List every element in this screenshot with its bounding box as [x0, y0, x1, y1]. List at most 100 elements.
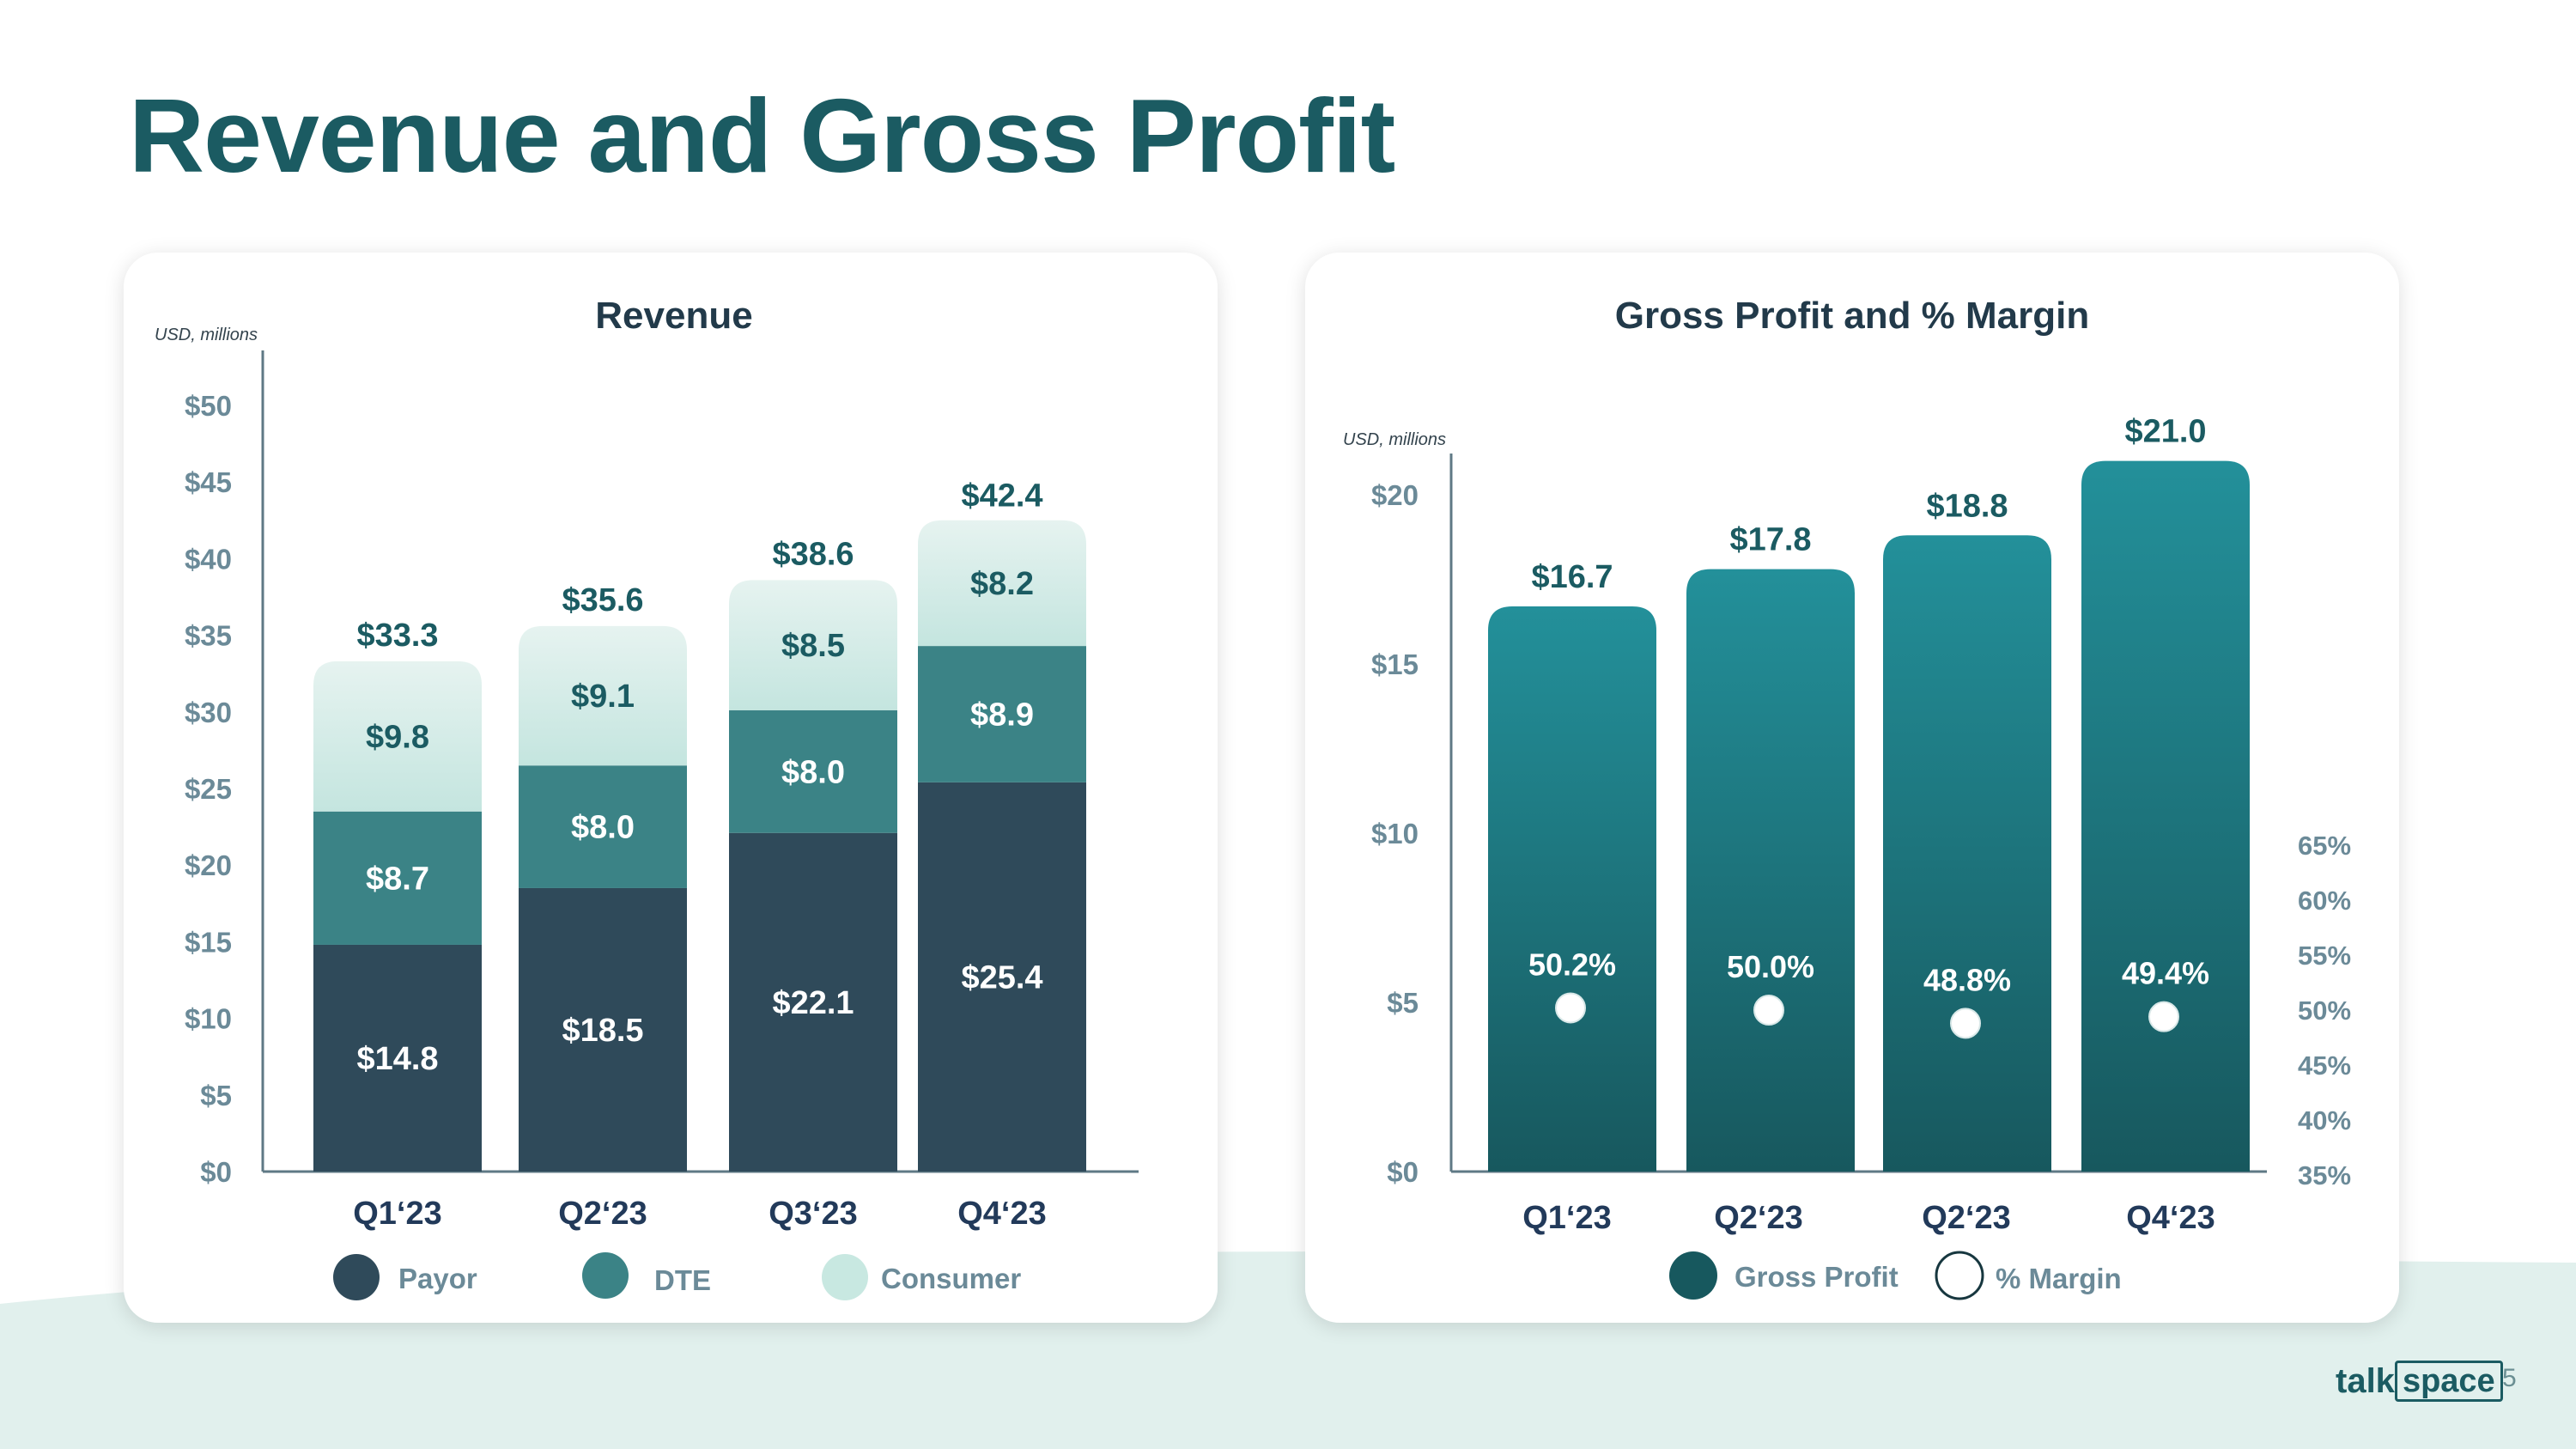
revenue-bar-dte: [918, 646, 1086, 782]
legend-item-consumer[interactable]: Consumer: [822, 1254, 1021, 1300]
margin-ytick-label: 45%: [2298, 1050, 2351, 1081]
revenue-total-label: $33.3: [356, 618, 438, 654]
gross-profit-x-ticks: Q1‘23 Q2‘23 Q2‘23 Q4‘23: [1522, 1200, 2215, 1236]
revenue-chart-title: Revenue: [595, 295, 752, 337]
revenue-total-label: $42.4: [961, 478, 1042, 514]
gross-profit-xtick-label: Q1‘23: [1522, 1200, 1612, 1236]
revenue-value-label: $8.0: [781, 754, 845, 790]
revenue-total-label: $38.6: [772, 536, 854, 572]
revenue-value-label: $25.4: [961, 959, 1042, 995]
revenue-y-ticks: $0 $5 $10 $15 $20 $25 $30 $35 $40 $45 $5…: [185, 390, 232, 1188]
revenue-value-label: $18.5: [562, 1013, 643, 1049]
margin-ytick-label: 50%: [2298, 995, 2351, 1026]
revenue-bar-consumer: [729, 580, 897, 711]
gross-profit-xtick-label: Q2‘23: [1922, 1200, 2011, 1236]
margin-ytick-label: 35%: [2298, 1160, 2351, 1190]
margin-point: [1555, 992, 1586, 1024]
revenue-ytick-label: $45: [185, 466, 232, 498]
revenue-ytick-label: $25: [185, 773, 232, 805]
legend-swatch-payor: [333, 1254, 380, 1300]
revenue-bar-payor: [313, 944, 482, 1172]
revenue-ytick-label: $20: [185, 849, 232, 881]
revenue-xtick-label: Q2‘23: [558, 1196, 647, 1232]
legend-label-payor: Payor: [398, 1263, 477, 1294]
revenue-bar-payor: [519, 887, 687, 1172]
revenue-value-label: $8.5: [781, 628, 845, 664]
gross-profit-ytick-label: $5: [1387, 987, 1419, 1019]
legend-item-dte[interactable]: DTE: [582, 1252, 711, 1299]
legend-item-payor[interactable]: Payor: [333, 1254, 477, 1300]
margin-point: [1950, 1008, 1981, 1039]
revenue-value-label: $8.0: [571, 810, 635, 846]
gross-profit-bar: [1686, 569, 1855, 1172]
revenue-chart: Revenue USD, millions $0 $5 $10 $15 $20 …: [155, 295, 1139, 1300]
gross-profit-ytick-label: $15: [1371, 648, 1419, 680]
revenue-ytick-label: $40: [185, 543, 232, 575]
gross-profit-value-label: $18.8: [1926, 488, 2008, 524]
margin-y2-ticks: 35% 40% 45% 50% 55% 60% 65%: [2298, 831, 2351, 1190]
margin-ytick-label: 60%: [2298, 886, 2351, 916]
page-number: 5: [2502, 1364, 2517, 1392]
revenue-unit-note: USD, millions: [155, 326, 258, 344]
gross-profit-legend: Gross Profit % Margin: [1669, 1251, 2122, 1300]
revenue-xtick-label: Q3‘23: [769, 1196, 858, 1232]
gross-profit-chart-title: Gross Profit and % Margin: [1615, 295, 2090, 337]
revenue-ytick-label: $5: [200, 1080, 232, 1111]
margin-value-label: 50.0%: [1727, 949, 1814, 984]
gross-profit-ytick-label: $20: [1371, 479, 1419, 511]
gross-profit-ytick-label: $0: [1387, 1156, 1419, 1188]
gross-profit-bars: $16.7 50.2% $17.8 50.0% $18.8 48.8% $21.0 49.4%: [1488, 414, 2250, 1172]
revenue-legend: Payor DTE Consumer: [333, 1252, 1021, 1300]
gross-profit-xtick-label: Q4‘23: [2126, 1200, 2215, 1236]
revenue-bar-dte: [519, 765, 687, 888]
legend-label-gross-profit: Gross Profit: [1735, 1261, 1899, 1293]
revenue-bars: $14.8 $8.7 $9.8 $33.3 $18.5 $8.0 $9.1 $35.6 $22.…: [313, 478, 1086, 1172]
revenue-ytick-label: $15: [185, 926, 232, 958]
margin-ytick-label: 65%: [2298, 831, 2351, 861]
revenue-bar-consumer: [918, 520, 1086, 647]
revenue-ytick-label: $50: [185, 390, 232, 422]
revenue-bar-payor: [918, 782, 1086, 1172]
revenue-xtick-label: Q1‘23: [353, 1196, 442, 1232]
gross-profit-y-ticks: $0 $5 $10 $15 $20: [1371, 479, 1419, 1188]
margin-point: [1753, 995, 1784, 1026]
gross-profit-value-label: $17.8: [1729, 522, 1811, 558]
gross-profit-value-label: $16.7: [1531, 559, 1613, 595]
revenue-value-label: $9.8: [366, 719, 429, 755]
gross-profit-unit-note: USD, millions: [1343, 430, 1446, 449]
legend-swatch-dte: [582, 1252, 629, 1299]
talkspace-logo: talk space: [2336, 1359, 2503, 1403]
legend-label-margin: % Margin: [1996, 1263, 2122, 1294]
legend-swatch-consumer: [822, 1254, 868, 1300]
margin-value-label: 48.8%: [1923, 962, 2011, 997]
legend-item-gross-profit[interactable]: Gross Profit: [1669, 1251, 1899, 1300]
legend-label-consumer: Consumer: [881, 1263, 1021, 1294]
logo-text-talk: talk: [2336, 1361, 2395, 1400]
gross-profit-chart: Gross Profit and % Margin USD, millions …: [1343, 295, 2351, 1300]
revenue-value-label: $9.1: [571, 679, 635, 715]
revenue-bar-dte: [313, 811, 482, 945]
revenue-bar-consumer: [519, 625, 687, 766]
revenue-x-ticks: Q1‘23 Q2‘23 Q3‘23 Q4‘23: [353, 1196, 1047, 1232]
revenue-total-label: $35.6: [562, 582, 643, 618]
legend-swatch-gross-profit: [1669, 1251, 1717, 1300]
gross-profit-bar: [2081, 460, 2250, 1172]
legend-item-margin[interactable]: % Margin: [1935, 1251, 2122, 1300]
revenue-ytick-label: $35: [185, 620, 232, 652]
gross-profit-value-label: $21.0: [2124, 414, 2206, 450]
margin-ytick-label: 40%: [2298, 1105, 2351, 1135]
margin-ytick-label: 55%: [2298, 941, 2351, 971]
legend-swatch-margin: [1935, 1251, 1984, 1300]
revenue-ytick-label: $0: [200, 1156, 232, 1188]
revenue-value-label: $22.1: [772, 985, 854, 1021]
revenue-value-label: $8.9: [970, 697, 1034, 733]
legend-label-dte: DTE: [654, 1264, 711, 1296]
revenue-bar-consumer: [313, 661, 482, 812]
revenue-value-label: $8.7: [366, 861, 429, 897]
gross-profit-bar: [1488, 606, 1656, 1172]
logo-text-space: space: [2394, 1361, 2503, 1402]
revenue-bar-dte: [729, 710, 897, 833]
gross-profit-ytick-label: $10: [1371, 818, 1419, 849]
page-title: Revenue and Gross Profit: [129, 77, 1395, 194]
